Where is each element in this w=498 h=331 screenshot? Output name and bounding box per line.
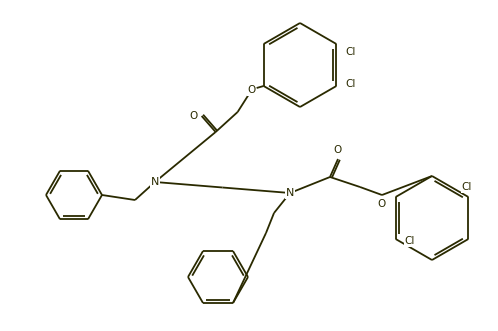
Text: N: N <box>151 177 159 187</box>
Text: O: O <box>248 85 256 95</box>
Text: Cl: Cl <box>461 182 472 192</box>
Text: O: O <box>334 145 342 155</box>
Text: Cl: Cl <box>345 47 356 57</box>
Text: Cl: Cl <box>345 79 356 89</box>
Text: N: N <box>286 188 294 198</box>
Text: O: O <box>190 111 198 121</box>
Text: Cl: Cl <box>404 236 415 246</box>
Text: O: O <box>378 199 386 209</box>
